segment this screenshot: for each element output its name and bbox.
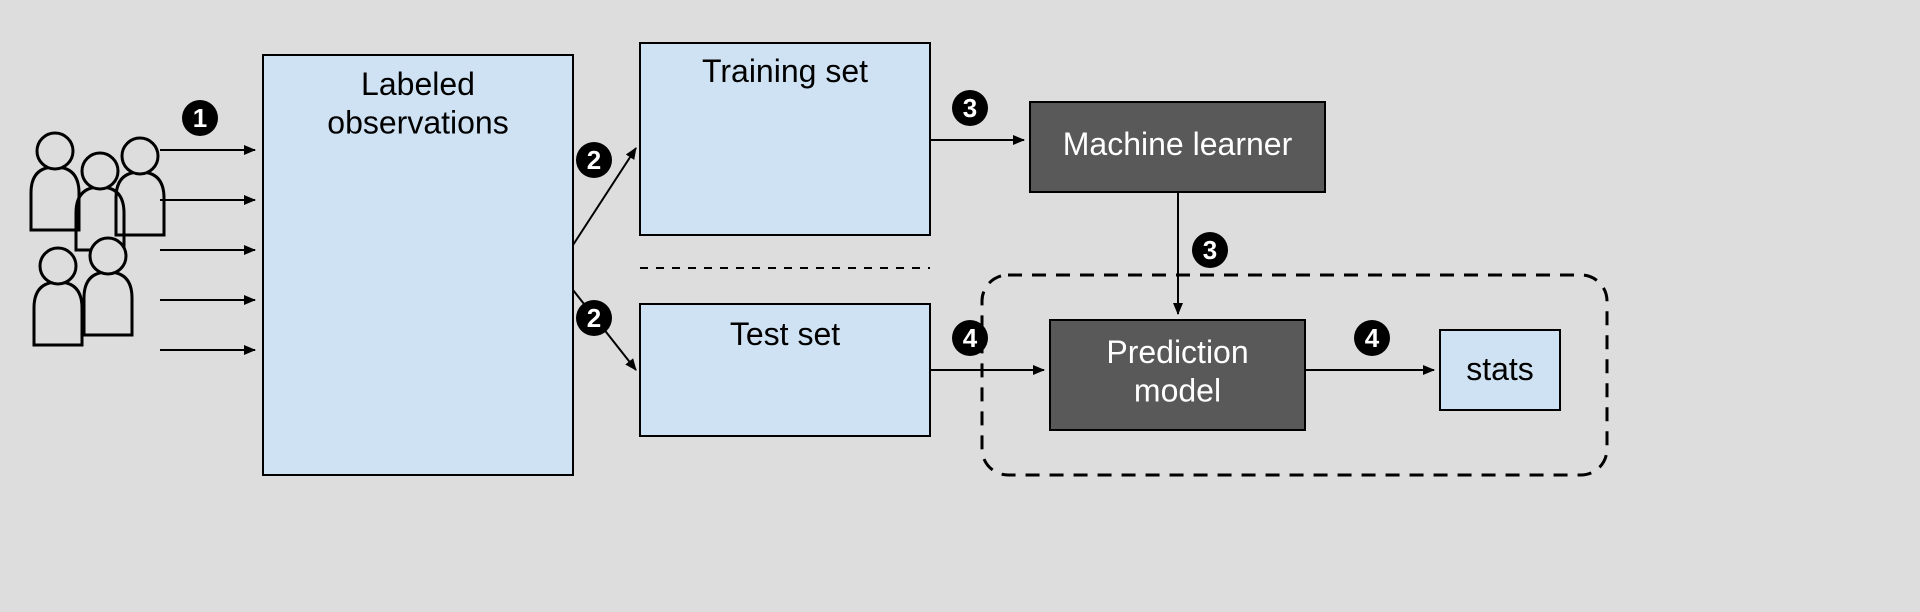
training_set: Training set (640, 43, 930, 235)
prediction_model-label: Prediction (1106, 334, 1248, 370)
b2a: 2 (576, 142, 612, 178)
b3b: 3 (1192, 232, 1228, 268)
machine_learner: Machine learner (1030, 102, 1325, 192)
test_set: Test set (640, 304, 930, 436)
b4a: 4 (952, 320, 988, 356)
prediction_model-label: model (1134, 372, 1221, 408)
b4a-label: 4 (963, 323, 978, 353)
person-icon (34, 248, 82, 345)
person-icon (84, 238, 132, 335)
stats: stats (1440, 330, 1560, 410)
b2b-label: 2 (587, 303, 601, 333)
b3a: 3 (952, 90, 988, 126)
b1: 1 (182, 100, 218, 136)
training_set-label: Training set (702, 53, 868, 89)
prediction_model: Predictionmodel (1050, 320, 1305, 430)
b4b-label: 4 (1365, 323, 1380, 353)
labeled_obs-label: observations (327, 104, 508, 140)
test_set-label: Test set (730, 316, 840, 352)
b2b: 2 (576, 300, 612, 336)
labeled_obs: Labeledobservations (263, 55, 573, 475)
b3b-label: 3 (1203, 235, 1217, 265)
labeled_obs-label: Labeled (361, 66, 475, 102)
person-icon (31, 133, 79, 230)
b4b: 4 (1354, 320, 1390, 356)
b3a-label: 3 (963, 93, 977, 123)
machine_learner-label: Machine learner (1063, 126, 1293, 162)
b2a-label: 2 (587, 145, 601, 175)
b1-label: 1 (193, 103, 207, 133)
stats-label: stats (1466, 351, 1534, 387)
